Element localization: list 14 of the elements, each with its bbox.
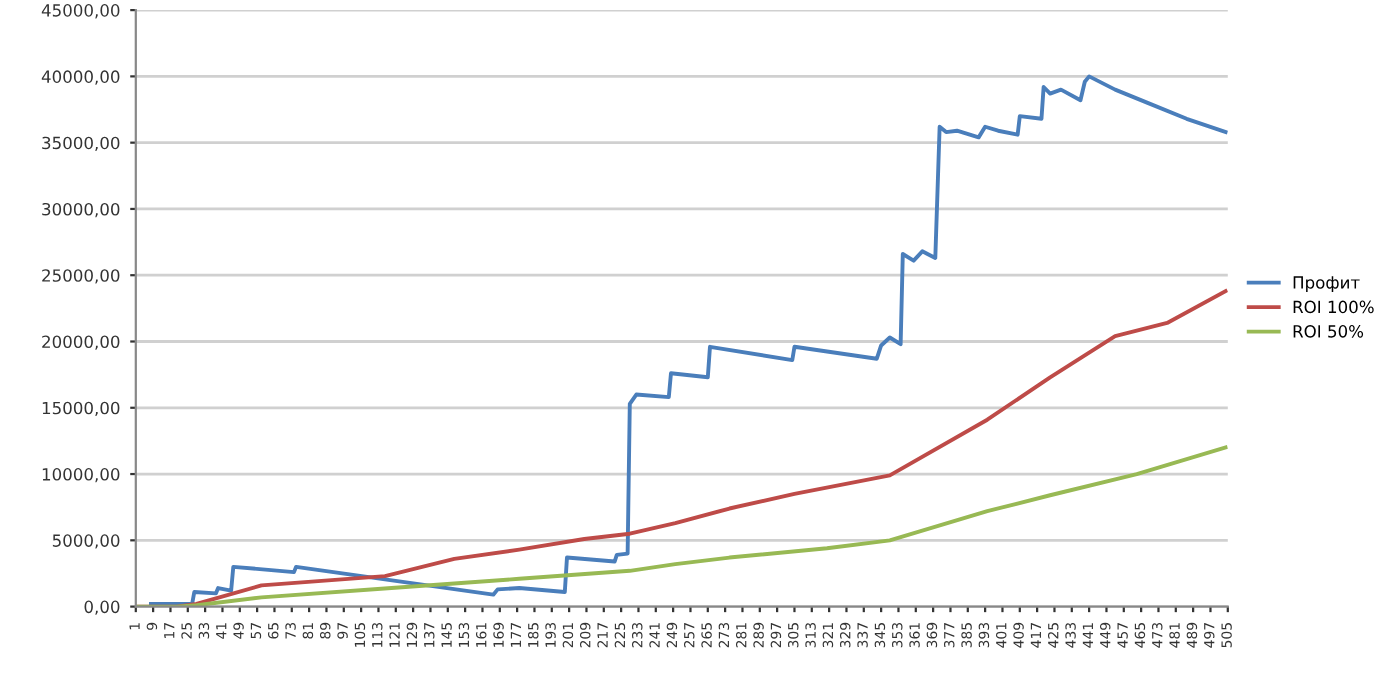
y-tick-label: 35000,00 <box>42 136 120 151</box>
y-tick-label: 0,00 <box>84 600 120 615</box>
y-tick-label: 10000,00 <box>42 468 120 483</box>
y-tick-label: 45000,00 <box>41 4 120 19</box>
y-tick-label: 30000,00 <box>42 202 120 218</box>
y-tick-label: 20000,00 <box>42 335 120 350</box>
y-tick-label: 40000,00 <box>41 70 120 85</box>
line-series <box>149 74 1228 606</box>
legend-label: ROI 50% <box>1293 325 1364 338</box>
legend-label: ROI 100% <box>1293 300 1374 314</box>
y-tick-label: 15000,00 <box>42 401 120 417</box>
y-tick-label: 5000,00 <box>52 534 120 549</box>
y-tick-label: 25000,00 <box>42 269 120 284</box>
legend-label: Профит <box>1293 276 1360 292</box>
